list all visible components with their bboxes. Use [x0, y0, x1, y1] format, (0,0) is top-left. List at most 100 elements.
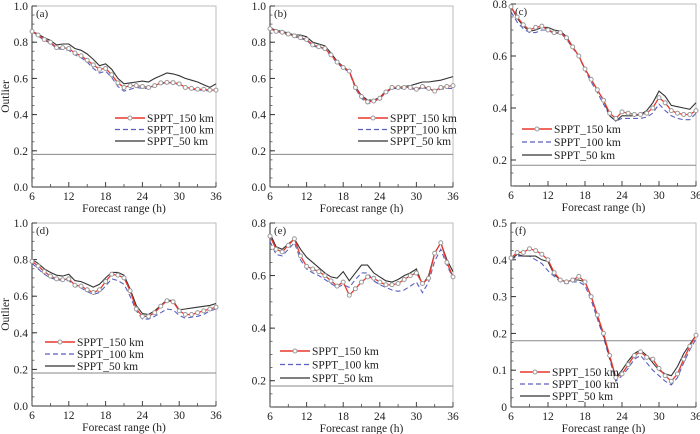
- legend-label: SPPT_100 km: [147, 125, 214, 137]
- data-point: [557, 30, 563, 36]
- data-point: [133, 306, 139, 312]
- x-tick-label: 18: [337, 191, 349, 203]
- data-point: [121, 84, 127, 90]
- data-point: [545, 257, 551, 263]
- data-point: [340, 65, 346, 71]
- data-point: [29, 28, 35, 34]
- data-point: [121, 275, 127, 281]
- data-point: [420, 84, 425, 90]
- data-point: [407, 273, 413, 279]
- data-point: [115, 272, 121, 278]
- data-point: [625, 110, 631, 116]
- data-point: [514, 249, 520, 255]
- data-point: [631, 112, 637, 117]
- y-tick-label: 0.4: [252, 323, 267, 335]
- data-point: [267, 26, 273, 32]
- data-point: [170, 80, 176, 86]
- data-point: [285, 31, 291, 37]
- x-tick-label: 12: [542, 190, 554, 202]
- legend-label: SPPT_50 km: [312, 373, 373, 385]
- legend-label: SPPT_50 km: [147, 136, 208, 148]
- data-point: [322, 46, 328, 52]
- x-tick-label: 6: [267, 411, 273, 423]
- data-point: [533, 24, 539, 30]
- data-point: [588, 76, 594, 82]
- data-point: [662, 100, 668, 106]
- data-point: [444, 259, 450, 265]
- data-point: [213, 304, 219, 310]
- y-tick-label: 0.1: [493, 365, 508, 377]
- data-point: [613, 375, 619, 381]
- y-tick-label: 0.8: [14, 37, 29, 49]
- series-line-50km: [31, 259, 217, 316]
- y-tick-label: 1.0: [14, 218, 29, 230]
- data-point: [139, 313, 145, 319]
- data-point: [450, 83, 456, 89]
- data-point: [60, 45, 66, 51]
- y-tick-label: 0.0: [14, 182, 29, 194]
- series-line-100km: [31, 30, 216, 92]
- data-point: [164, 298, 170, 304]
- series-line-50km: [510, 253, 697, 379]
- y-tick-label: 0.8: [252, 37, 267, 49]
- data-point: [47, 39, 53, 45]
- series-line-50km: [269, 27, 454, 101]
- y-tick-label: 0.8: [252, 218, 267, 230]
- data-point: [158, 80, 164, 86]
- x-tick-label: 36: [210, 191, 222, 203]
- data-point: [279, 29, 285, 35]
- data-point: [176, 308, 182, 314]
- data-point: [66, 46, 72, 52]
- data-point: [527, 27, 532, 33]
- series-line-100km: [510, 255, 697, 386]
- y-tick-label: 1.0: [252, 1, 267, 13]
- data-point: [72, 50, 78, 56]
- y-tick-label: 0.0: [14, 401, 29, 413]
- data-point: [201, 308, 207, 314]
- x-axis-title: Forecast range (h): [562, 202, 646, 214]
- legend-label: SPPT_150 km: [390, 113, 457, 125]
- data-point: [279, 249, 285, 255]
- x-tick-label: 18: [337, 411, 349, 423]
- data-point: [346, 68, 352, 74]
- data-point: [109, 271, 115, 277]
- legend-label: SPPT_150 km: [312, 346, 379, 358]
- data-point: [650, 356, 656, 362]
- x-axis-title: Forecast range (h): [82, 422, 166, 434]
- legend-marker: [534, 126, 540, 132]
- data-point: [607, 352, 613, 358]
- data-point: [564, 279, 569, 285]
- data-point: [407, 84, 413, 90]
- data-point: [438, 240, 444, 246]
- panel-label: (f): [515, 225, 526, 237]
- data-point: [60, 277, 66, 283]
- data-point: [316, 269, 322, 275]
- panel-a: 0.0 0.2 0.4 0.6 0.8 1.0 6 12 18 24 30 36 Forecast ra…: [0, 1, 222, 215]
- data-point: [158, 303, 164, 309]
- data-point: [527, 246, 532, 252]
- x-tick-label: 24: [616, 411, 628, 423]
- data-point: [619, 371, 625, 377]
- y-tick-label: 0.2: [493, 155, 508, 167]
- data-point: [310, 42, 316, 48]
- data-point: [35, 263, 41, 269]
- data-point: [164, 79, 170, 85]
- y-tick-label: 0: [501, 402, 507, 414]
- data-point: [508, 255, 514, 261]
- data-point: [551, 30, 557, 36]
- data-point: [601, 97, 606, 103]
- data-point: [681, 356, 687, 362]
- x-tick-label: 6: [508, 411, 514, 423]
- data-point: [334, 283, 340, 289]
- x-tick-label: 12: [63, 191, 75, 203]
- x-tick-label: 6: [29, 410, 35, 422]
- data-point: [35, 32, 41, 38]
- x-tick-label: 36: [447, 191, 459, 203]
- data-point: [576, 53, 582, 59]
- data-point: [638, 349, 643, 355]
- data-point: [389, 84, 395, 90]
- data-point: [588, 294, 594, 300]
- x-tick-label: 24: [374, 191, 386, 203]
- data-point: [594, 87, 600, 93]
